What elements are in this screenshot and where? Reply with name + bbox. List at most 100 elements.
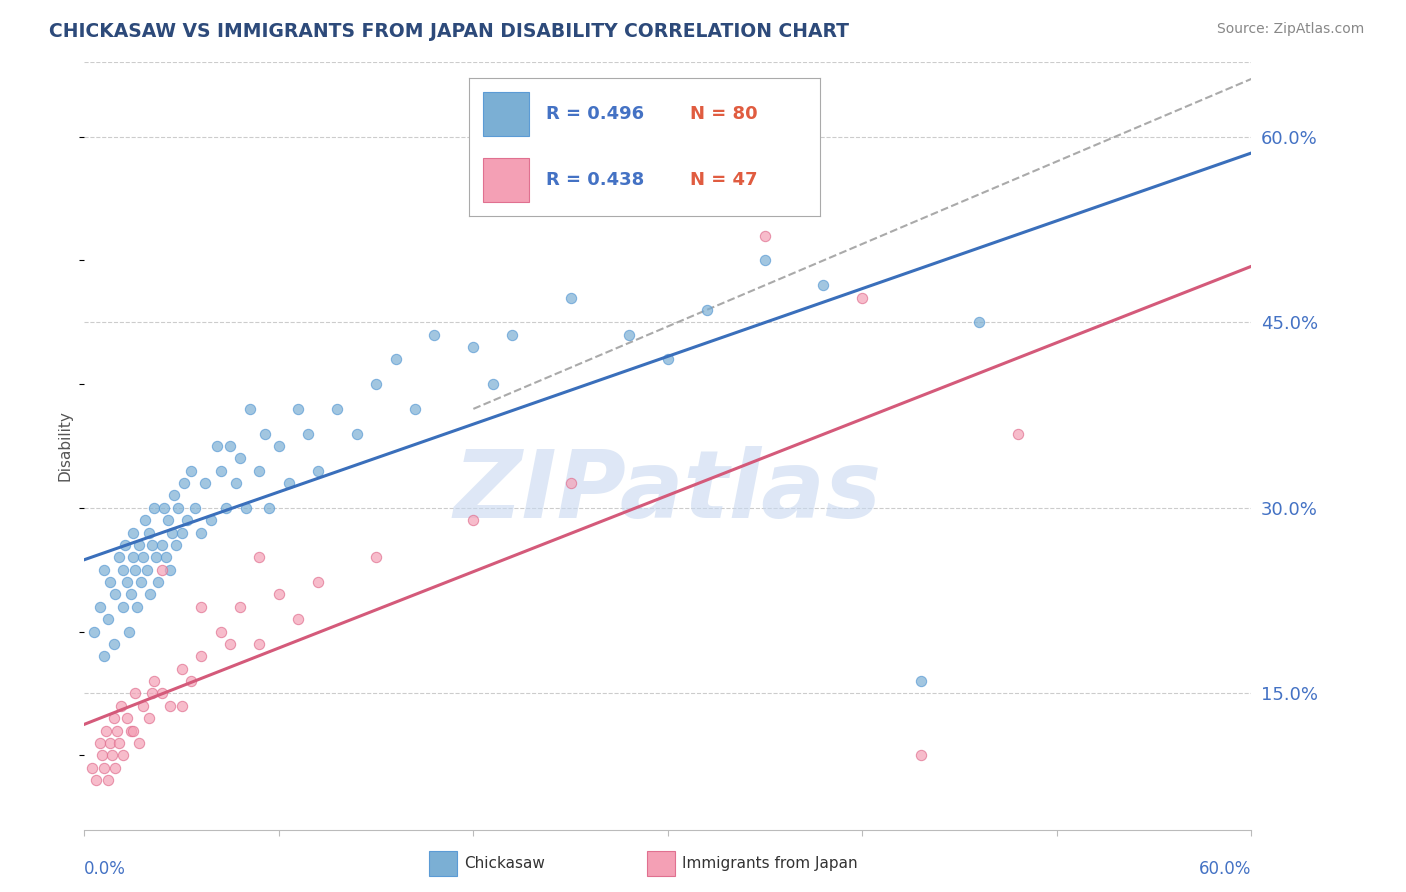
- Point: [307, 464, 329, 478]
- Point: [190, 599, 212, 614]
- Point: [170, 698, 193, 713]
- Point: [100, 748, 122, 763]
- Point: [813, 278, 835, 293]
- Point: [138, 711, 160, 725]
- Point: [156, 513, 179, 527]
- Y-axis label: Disability: Disability: [58, 410, 73, 482]
- Point: [754, 228, 776, 243]
- Point: [184, 500, 207, 515]
- Point: [910, 748, 932, 763]
- Point: [120, 723, 142, 738]
- Point: [326, 401, 349, 416]
- Point: [209, 624, 232, 639]
- Point: [159, 563, 181, 577]
- Point: [219, 439, 242, 453]
- Point: [423, 327, 446, 342]
- Text: Chickasaw: Chickasaw: [464, 856, 546, 871]
- Point: [135, 563, 157, 577]
- Point: [267, 587, 290, 601]
- Point: [150, 563, 173, 577]
- Point: [150, 538, 173, 552]
- Text: ZIPatlas: ZIPatlas: [454, 446, 882, 538]
- Point: [160, 525, 183, 540]
- Point: [82, 761, 104, 775]
- Point: [153, 500, 176, 515]
- Text: Source: ZipAtlas.com: Source: ZipAtlas.com: [1216, 22, 1364, 37]
- Point: [122, 723, 145, 738]
- Point: [277, 476, 299, 491]
- Text: 60.0%: 60.0%: [1199, 861, 1251, 879]
- Point: [617, 327, 640, 342]
- Text: CHICKASAW VS IMMIGRANTS FROM JAPAN DISABILITY CORRELATION CHART: CHICKASAW VS IMMIGRANTS FROM JAPAN DISAB…: [49, 22, 849, 41]
- Point: [97, 773, 120, 788]
- Point: [150, 686, 173, 700]
- Point: [1007, 426, 1029, 441]
- Point: [754, 253, 776, 268]
- Point: [114, 538, 136, 552]
- Point: [249, 550, 271, 565]
- Point: [143, 500, 166, 515]
- Point: [163, 488, 186, 502]
- Point: [141, 538, 163, 552]
- Point: [254, 426, 277, 441]
- Text: Immigrants from Japan: Immigrants from Japan: [682, 856, 858, 871]
- Point: [128, 538, 150, 552]
- Point: [287, 612, 309, 626]
- Point: [125, 599, 148, 614]
- Point: [132, 550, 155, 565]
- Point: [366, 377, 388, 392]
- Point: [257, 500, 280, 515]
- Point: [249, 637, 271, 651]
- Point: [190, 525, 212, 540]
- Point: [155, 550, 177, 565]
- Point: [104, 761, 127, 775]
- Point: [115, 575, 138, 590]
- Point: [267, 439, 290, 453]
- Point: [94, 723, 117, 738]
- Point: [103, 637, 125, 651]
- Point: [98, 736, 121, 750]
- Point: [120, 587, 142, 601]
- Point: [170, 662, 193, 676]
- Point: [170, 525, 193, 540]
- Point: [138, 525, 160, 540]
- Point: [560, 476, 582, 491]
- Text: 0.0%: 0.0%: [84, 861, 127, 879]
- Point: [249, 464, 271, 478]
- Point: [122, 525, 145, 540]
- Point: [215, 500, 238, 515]
- Point: [93, 649, 115, 664]
- Point: [112, 748, 135, 763]
- Point: [501, 327, 523, 342]
- Point: [297, 426, 319, 441]
- Point: [384, 352, 406, 367]
- Point: [89, 736, 111, 750]
- Point: [118, 624, 141, 639]
- Point: [93, 563, 115, 577]
- Point: [225, 476, 247, 491]
- Point: [128, 736, 150, 750]
- Point: [307, 575, 329, 590]
- Point: [463, 513, 485, 527]
- Point: [115, 711, 138, 725]
- Point: [239, 401, 262, 416]
- Point: [84, 773, 107, 788]
- Point: [103, 711, 125, 725]
- Point: [89, 599, 111, 614]
- Point: [173, 476, 195, 491]
- Point: [287, 401, 309, 416]
- Point: [90, 748, 112, 763]
- Point: [132, 698, 155, 713]
- Point: [129, 575, 152, 590]
- Point: [124, 686, 146, 700]
- Point: [404, 401, 426, 416]
- Point: [112, 599, 135, 614]
- Point: [229, 451, 252, 466]
- Point: [657, 352, 679, 367]
- Point: [98, 575, 121, 590]
- Point: [122, 550, 145, 565]
- Point: [139, 587, 162, 601]
- Point: [235, 500, 257, 515]
- Point: [205, 439, 228, 453]
- Point: [219, 637, 242, 651]
